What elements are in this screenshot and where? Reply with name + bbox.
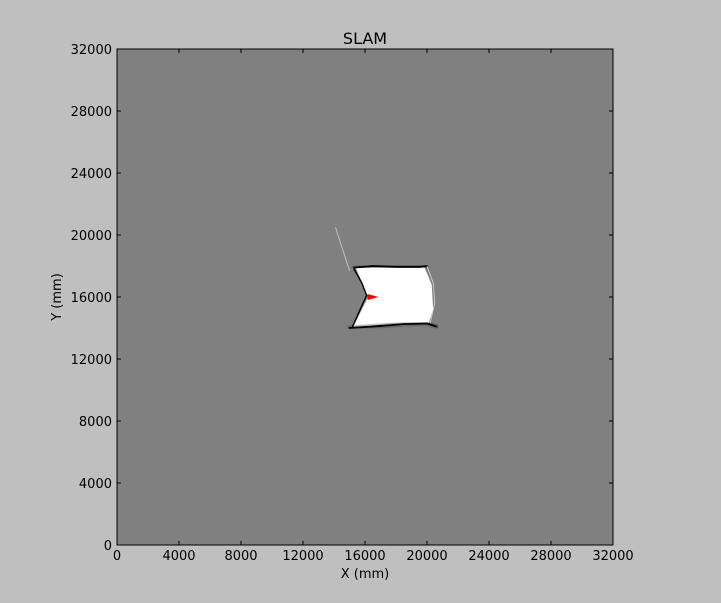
wall-bottom — [348, 322, 438, 329]
plot-area — [117, 49, 613, 545]
axis-ticks: 0 4000 8000 12000 16000 20000 24000 28000 32000 0… — [71, 43, 634, 564]
wall-left-lower — [351, 294, 368, 328]
x-tick-label: 16000 — [344, 549, 385, 564]
x-axis-label: X (mm) — [341, 567, 390, 582]
y-tick-label: 4000 — [79, 477, 112, 492]
wall-left-upper — [353, 268, 368, 297]
x-tick-label: 12000 — [282, 549, 323, 564]
x-tick-label: 24000 — [468, 549, 509, 564]
x-tick-label: 32000 — [592, 549, 633, 564]
x-tick-label: 0 — [113, 549, 121, 564]
y-tick-label: 12000 — [71, 353, 112, 368]
free-space-region — [352, 266, 434, 328]
y-tick-label: 8000 — [79, 415, 112, 430]
y-tick-label: 0 — [104, 539, 112, 554]
wall-top — [353, 265, 428, 269]
x-tick-label: 20000 — [406, 549, 447, 564]
y-tick-label: 24000 — [71, 167, 112, 182]
y-axis-label: Y (mm) — [50, 273, 65, 322]
x-tick-label: 28000 — [530, 549, 571, 564]
stray-ray — [335, 227, 350, 271]
right-arc-boundary — [426, 265, 436, 324]
y-tick-label: 28000 — [71, 105, 112, 120]
x-tick-label: 8000 — [224, 549, 257, 564]
robot-marker — [367, 294, 379, 300]
y-tick-label: 20000 — [71, 229, 112, 244]
y-tick-label: 32000 — [71, 43, 112, 58]
y-tick-label: 16000 — [71, 291, 112, 306]
chart-title: SLAM — [343, 29, 387, 48]
occupancy-map — [335, 227, 439, 330]
x-tick-label: 4000 — [162, 549, 195, 564]
